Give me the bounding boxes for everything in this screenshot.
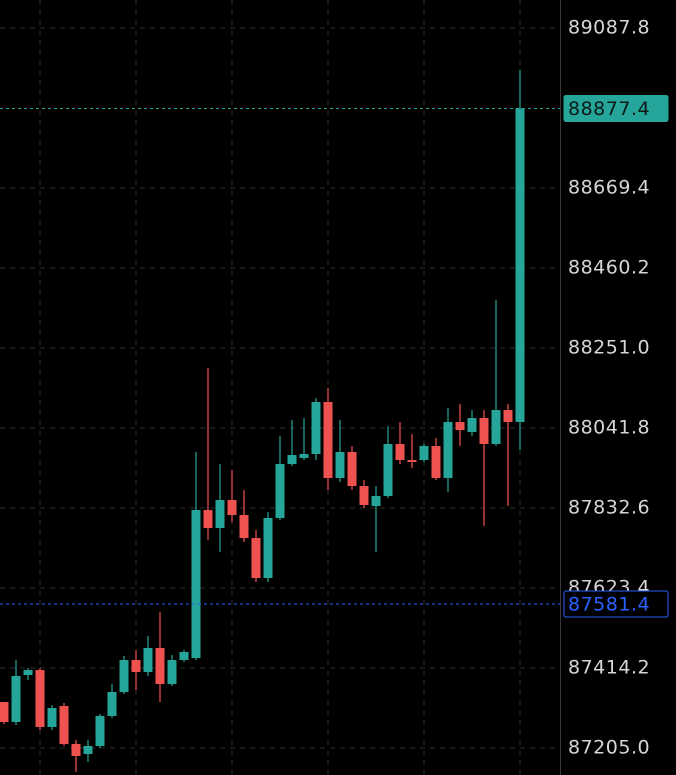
candle-body bbox=[71, 744, 81, 756]
y-tick-label: 87414.2 bbox=[568, 657, 650, 679]
candle-body bbox=[35, 670, 45, 728]
candle-body bbox=[467, 418, 477, 433]
candle-body bbox=[275, 464, 285, 519]
candle-body bbox=[359, 486, 369, 506]
candle-body bbox=[515, 108, 525, 422]
candle-body bbox=[95, 715, 105, 747]
candle-body bbox=[107, 692, 117, 716]
candle-body bbox=[155, 648, 165, 685]
candle-body bbox=[455, 421, 465, 431]
candle-body bbox=[119, 660, 129, 693]
candle-body bbox=[311, 401, 321, 455]
y-tick-label: 88460.2 bbox=[568, 256, 650, 278]
candle-body bbox=[419, 446, 429, 461]
candle-body bbox=[407, 460, 417, 462]
candle-body bbox=[263, 518, 273, 579]
candle-body bbox=[395, 444, 405, 461]
y-tick-label: 88041.8 bbox=[568, 416, 650, 438]
candle-body bbox=[203, 510, 213, 528]
y-tick-label: 88669.4 bbox=[568, 176, 650, 198]
candle-body bbox=[131, 660, 141, 673]
candle-body bbox=[23, 670, 33, 675]
candle-body bbox=[287, 454, 297, 465]
y-tick-label: 87832.6 bbox=[568, 496, 650, 518]
candle-body bbox=[167, 660, 177, 685]
candle-body bbox=[503, 410, 513, 422]
y-tick-label: 89087.8 bbox=[568, 16, 650, 38]
candle-body bbox=[83, 746, 93, 755]
candle-body bbox=[347, 452, 357, 487]
price-label-box bbox=[563, 590, 669, 618]
candle-body bbox=[227, 500, 237, 515]
candle-body bbox=[491, 410, 501, 445]
candle-body bbox=[443, 421, 453, 479]
candle-body bbox=[479, 418, 489, 445]
y-tick-label: 87205.0 bbox=[568, 737, 650, 759]
candle-body bbox=[179, 652, 189, 661]
price-label: 87581.4 bbox=[568, 594, 650, 616]
candle-body bbox=[59, 706, 69, 745]
candle-body bbox=[335, 452, 345, 479]
price-label-box bbox=[563, 94, 669, 122]
candle-body bbox=[323, 401, 333, 479]
candle-body bbox=[143, 648, 153, 673]
candle-body bbox=[47, 708, 57, 728]
candle-body bbox=[0, 701, 9, 722]
time-grid bbox=[39, 0, 521, 775]
price-label: 88877.4 bbox=[568, 98, 650, 120]
candle-body bbox=[299, 454, 309, 459]
y-tick-label: 88251.0 bbox=[568, 336, 650, 358]
candle-body bbox=[431, 446, 441, 479]
candle-body bbox=[191, 510, 201, 659]
candle-body bbox=[215, 500, 225, 528]
candle-body bbox=[371, 495, 381, 507]
candle-body bbox=[383, 444, 393, 496]
candle-body bbox=[11, 675, 21, 722]
candle-body bbox=[239, 514, 249, 539]
candle-body bbox=[251, 538, 261, 579]
